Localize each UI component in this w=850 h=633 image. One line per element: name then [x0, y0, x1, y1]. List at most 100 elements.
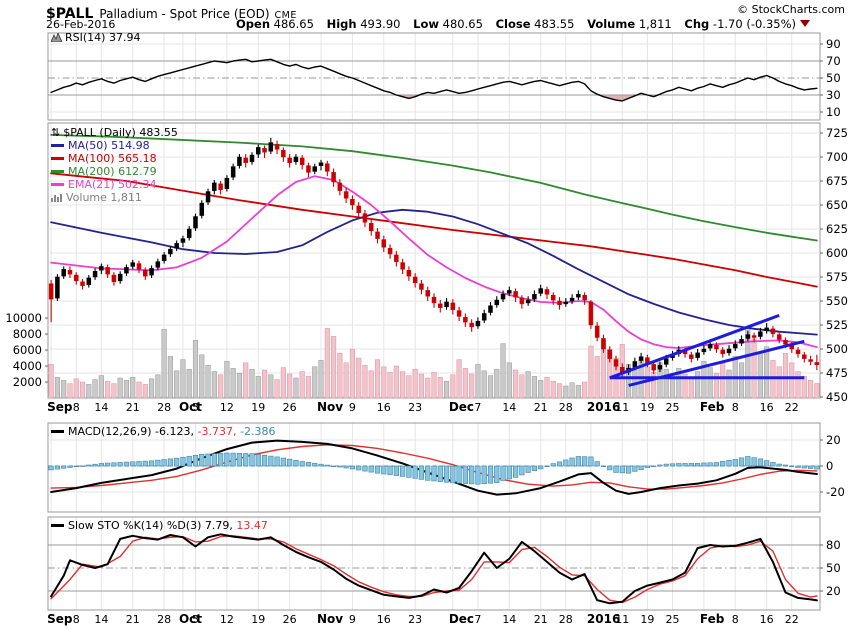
svg-text:23: 23 [408, 613, 422, 626]
svg-text:Nov: Nov [317, 400, 343, 414]
volume-legend-label: Volume 1,811 [66, 191, 142, 204]
macd-histogram-layer [48, 452, 820, 485]
ma50-legend-label: MA(50) 514.98 [68, 139, 150, 152]
svg-text:20: 20 [826, 433, 841, 447]
sto-k-value: 7.79, [204, 519, 233, 532]
svg-text:12: 12 [220, 613, 234, 626]
svg-text:26: 26 [283, 613, 297, 626]
svg-text:14: 14 [94, 401, 108, 414]
chg-value: -1.70 (-0.35%) [712, 17, 796, 31]
svg-text:700: 700 [826, 150, 848, 164]
svg-text:25: 25 [666, 401, 680, 414]
svg-text:12: 12 [220, 401, 234, 414]
volume-value: 1,811 [638, 17, 672, 31]
svg-text:21: 21 [126, 401, 140, 414]
open-label: Open [236, 17, 271, 31]
svg-text:28: 28 [157, 401, 171, 414]
svg-text:8: 8 [73, 401, 80, 414]
rsi-legend-label: RSI(14) 37.94 [65, 31, 141, 44]
svg-text:Dec: Dec [449, 400, 474, 414]
svg-text:16: 16 [377, 401, 391, 414]
svg-text:625: 625 [826, 222, 848, 236]
ema21-legend-label: EMA(21) 502.34 [68, 178, 157, 191]
svg-text:8: 8 [732, 401, 739, 414]
svg-text:16: 16 [760, 401, 774, 414]
sto-legend: Slow STO %K(14) %D(3) 7.79, 13.47 [51, 519, 268, 532]
ma200-legend-label: MA(200) 612.79 [68, 165, 157, 178]
macd-legend: MACD(12,26,9) -6.123, -3.737, -2.386 [51, 425, 275, 438]
svg-text:7: 7 [474, 401, 481, 414]
overlays-layer [50, 134, 818, 349]
svg-text:8000: 8000 [13, 327, 42, 341]
symbol-description: Palladium - Spot Price (EOD) [99, 7, 270, 21]
svg-text:22: 22 [785, 401, 799, 414]
svg-text:19: 19 [251, 613, 265, 626]
volume-layer [48, 327, 820, 399]
chart-title: $PALL Palladium - Spot Price (EOD) CME [46, 3, 297, 22]
svg-text:Sep: Sep [47, 400, 73, 414]
macd-signal-value: -3.737, [197, 425, 237, 438]
macd-hist-value: -2.386 [239, 425, 276, 438]
svg-text:650: 650 [826, 198, 848, 212]
svg-text:70: 70 [826, 54, 841, 68]
svg-text:50: 50 [826, 71, 841, 85]
low-label: Low [413, 17, 439, 31]
svg-text:23: 23 [408, 401, 422, 414]
sto-d-value: 13.47 [236, 519, 268, 532]
chart-date: 26-Feb-2016 [46, 18, 116, 31]
svg-text:30: 30 [826, 88, 841, 102]
svg-text:20: 20 [826, 584, 841, 598]
chg-label: Chg [684, 17, 710, 31]
candles-layer [48, 137, 820, 377]
svg-text:16: 16 [760, 613, 774, 626]
svg-text:19: 19 [640, 401, 654, 414]
svg-text:550: 550 [826, 294, 848, 308]
trendlines-layer [609, 313, 805, 387]
svg-text:8: 8 [732, 613, 739, 626]
svg-text:675: 675 [826, 174, 848, 188]
svg-text:Feb: Feb [700, 612, 725, 626]
svg-text:19: 19 [251, 401, 265, 414]
close-label: Close [495, 17, 531, 31]
svg-text:21: 21 [126, 613, 140, 626]
svg-text:5: 5 [192, 613, 199, 626]
high-label: High [326, 17, 357, 31]
svg-text:2000: 2000 [13, 375, 42, 389]
svg-text:28: 28 [157, 613, 171, 626]
stockcharts-watermark: © StockCharts.com [737, 3, 845, 16]
down-triangle-icon [800, 20, 810, 27]
volume-bars-icon [51, 192, 63, 205]
svg-text:725: 725 [826, 126, 848, 140]
svg-text:0: 0 [826, 459, 833, 473]
svg-text:19: 19 [640, 613, 654, 626]
symbol-label: $PALL [46, 6, 94, 22]
svg-text:10: 10 [826, 105, 841, 119]
svg-text:11: 11 [615, 613, 629, 626]
sto-swatch [51, 524, 64, 527]
svg-text:21: 21 [534, 613, 548, 626]
svg-text:2016: 2016 [587, 400, 620, 414]
svg-text:11: 11 [615, 401, 629, 414]
close-value: 483.55 [534, 17, 575, 31]
sto-panel: 80 50 20 [47, 516, 841, 611]
svg-text:21: 21 [534, 401, 548, 414]
svg-text:28: 28 [559, 401, 573, 414]
svg-text:Feb: Feb [700, 400, 725, 414]
svg-text:80: 80 [826, 538, 841, 552]
high-value: 493.90 [360, 17, 401, 31]
svg-text:Sep: Sep [47, 612, 73, 626]
svg-text:9: 9 [349, 613, 356, 626]
svg-text:475: 475 [826, 366, 848, 380]
svg-text:28: 28 [559, 613, 573, 626]
price-legend: ⇅ $PALL (Daily) 483.55 MA(50) 514.98 MA(1… [51, 126, 178, 204]
sto-legend-name: Slow STO %K(14) %D(3) [68, 519, 202, 532]
svg-text:5: 5 [192, 401, 199, 414]
svg-text:Oct: Oct [179, 400, 202, 414]
svg-text:Oct: Oct [179, 612, 202, 626]
svg-text:50: 50 [826, 561, 841, 575]
svg-text:8: 8 [73, 613, 80, 626]
ma200-swatch [51, 170, 64, 173]
ma100-legend-label: MA(100) 565.18 [68, 152, 157, 165]
